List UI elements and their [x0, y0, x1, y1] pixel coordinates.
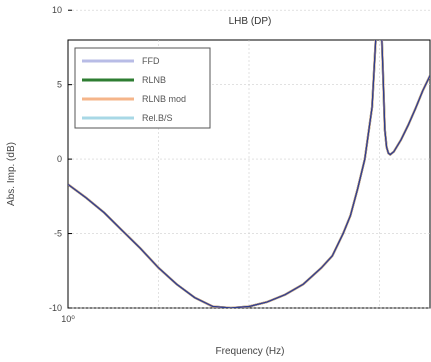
- legend-label: Rel.B/S: [142, 113, 173, 123]
- legend-label: RLNB: [142, 75, 166, 85]
- legend-box: [74, 47, 211, 129]
- series-lines: [68, 40, 430, 308]
- y-tick-label: -5: [54, 229, 62, 239]
- legend-label: RLNB mod: [142, 94, 186, 104]
- series-line-4: [68, 40, 430, 308]
- legend-label: FFD: [142, 56, 160, 66]
- y-axis: -10 -5 0 5 10: [49, 5, 72, 313]
- x-axis: 10⁰: [61, 314, 75, 324]
- y-tick-label: -10: [49, 303, 62, 313]
- y-axis-title: Abs. Imp. (dB): [6, 142, 17, 206]
- legend: FFD RLNB RLNB mod Rel.B/S: [74, 47, 211, 129]
- x-axis-title: Frequency (Hz): [216, 346, 285, 357]
- x-tick-label: 10⁰: [61, 314, 75, 324]
- y-tick-label: 5: [57, 80, 62, 90]
- y-tick-label: 0: [57, 154, 62, 164]
- grid-lines: [68, 9, 430, 309]
- chart-title: LHB (DP): [229, 16, 272, 27]
- y-tick-label: 10: [52, 5, 62, 15]
